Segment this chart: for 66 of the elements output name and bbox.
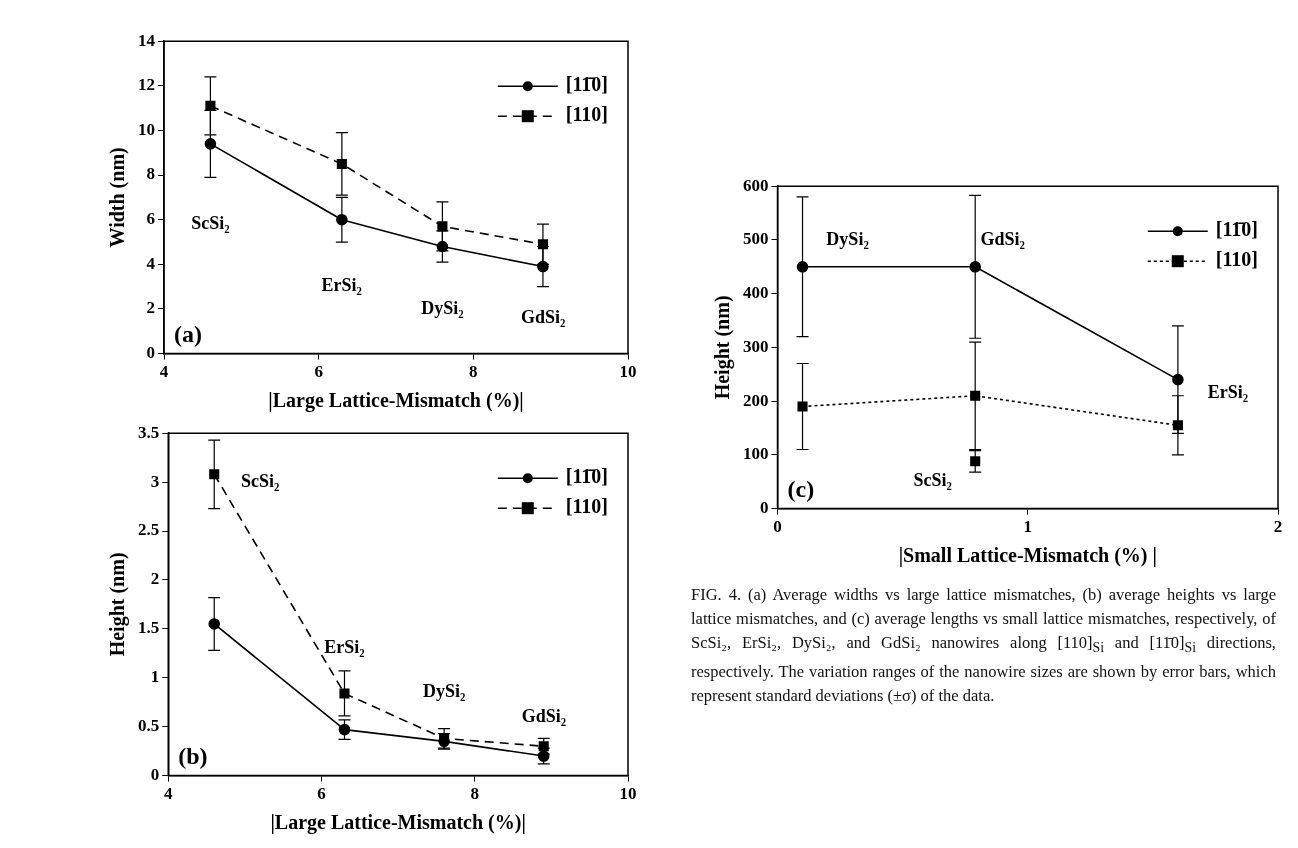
y-tick-label: 0 — [146, 342, 155, 362]
y-tick-label: 400 — [743, 283, 769, 303]
y-tick-label: 500 — [743, 229, 769, 249]
x-axis-title: |Small Lattice-Mismatch (%) | — [898, 544, 1157, 568]
y-tick-label: 2.5 — [138, 520, 160, 540]
y-axis-title: Width (nm) — [106, 147, 130, 248]
y-tick-label: 0.5 — [138, 716, 160, 736]
y-tick-label: 0 — [760, 497, 769, 517]
x-tick-label: 4 — [164, 784, 173, 804]
y-tick-label: 8 — [146, 164, 155, 184]
annotation: ScSi₂ — [191, 212, 230, 233]
annotation: ScSi₂ — [913, 470, 952, 491]
y-axis-title: Height (nm) — [711, 295, 735, 400]
annotation: ScSi₂ — [240, 470, 280, 491]
annotation: DySi₂ — [422, 681, 466, 702]
x-tick-label: 1 — [1023, 517, 1032, 537]
annotation: ErSi₂ — [321, 275, 362, 296]
annotation: ErSi₂ — [1207, 381, 1249, 402]
point — [797, 401, 808, 412]
y-tick-label: 1.5 — [138, 618, 160, 638]
point — [209, 469, 220, 480]
annotation: GdSi₂ — [520, 306, 566, 327]
y-tick-label: 2 — [150, 569, 160, 589]
y-tick-label: 200 — [743, 390, 769, 410]
annotation: ErSi₂ — [324, 637, 365, 658]
x-axis-title: |Large Lattice-Mismatch (%)| — [270, 811, 526, 835]
y-tick-label: 1 — [150, 667, 160, 687]
y-tick-label: 600 — [743, 175, 769, 195]
legend-label: [110] — [565, 103, 608, 126]
legend-label: [11̄0] — [1215, 218, 1258, 241]
y-tick-label: 4 — [146, 253, 156, 273]
point — [970, 390, 981, 401]
x-tick-label: 0 — [773, 517, 782, 537]
annotation: DySi₂ — [421, 297, 464, 318]
x-tick-label: 10 — [619, 784, 637, 804]
y-tick-label: 3 — [150, 471, 160, 491]
y-tick-label: 2 — [146, 298, 155, 318]
legend-label: [110] — [565, 495, 608, 518]
x-tick-label: 8 — [470, 784, 479, 804]
y-tick-label: 10 — [138, 119, 155, 139]
y-tick-label: 12 — [138, 75, 155, 95]
text: FIG. 4. (a) Average widths vs large lattice mismatches, (b) average heights vs large lattice mismatches, and (c) average lengths vs small lattice mismatches, respectively, of ScSi₂, ErSi₂, DySi₂, and GdSi₂ nanowires along [110]$_{Si}$ and [11̄0]$_{Si}$ directions, respectively. The variation ranges of the nanowire sizes are shown by error bars, which represent standard deviations (±σ) of the data. — [691, 585, 1276, 706]
point — [970, 456, 981, 467]
x-axis-title: |Large Lattice-Mismatch (%)| — [268, 389, 524, 413]
y-tick-label: 6 — [146, 209, 155, 229]
y-tick-label: 3.5 — [138, 422, 160, 442]
annotation: DySi₂ — [826, 228, 869, 249]
legend-label: [11̄0] — [565, 465, 608, 488]
x-tick-label: 10 — [619, 362, 637, 382]
x-tick-label: 2 — [1273, 517, 1283, 537]
point — [339, 688, 350, 699]
y-tick-label: 300 — [743, 336, 769, 356]
x-tick-label: 8 — [469, 362, 478, 382]
y-tick-label: 0 — [150, 764, 160, 784]
x-tick-label: 6 — [317, 784, 326, 804]
annotation: (c) — [787, 475, 815, 502]
y-tick-label: 14 — [138, 30, 156, 50]
annotation: GdSi₂ — [521, 705, 567, 726]
legend-label: [11̄0] — [565, 73, 608, 96]
x-tick-label: 6 — [314, 362, 323, 382]
y-axis-title: Height (nm) — [106, 552, 130, 657]
annotation: (b) — [178, 742, 208, 769]
annotation: (a) — [174, 320, 202, 347]
legend-label: [110] — [1215, 248, 1258, 271]
annotation: GdSi₂ — [980, 228, 1025, 249]
y-tick-label: 100 — [743, 444, 769, 464]
